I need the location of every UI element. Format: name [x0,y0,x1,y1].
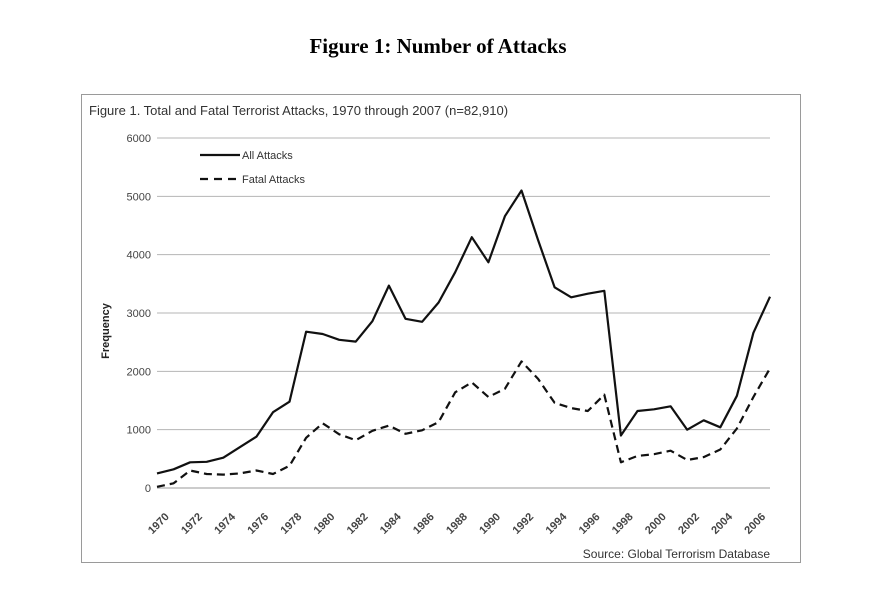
x-tick-label-1994: 1994 [544,510,570,536]
x-tick-label-1976: 1976 [245,511,271,537]
series-lines [156,189,771,488]
series-line-all-attacks [156,189,771,475]
x-tick-label-1980: 1980 [312,511,338,537]
x-tick-label-2004: 2004 [709,510,735,536]
y-axis: 0 1000 2000 3000 4000 5000 6000 [127,133,151,495]
grid-lines [157,137,770,489]
source-label: Source: Global Terrorism Database [583,547,771,561]
x-tick-label-1984: 1984 [378,510,404,536]
legend: All Attacks Fatal Attacks [200,150,305,186]
x-tick-label-2006: 2006 [742,511,768,537]
page-title: Figure 1: Number of Attacks [309,34,567,58]
y-tick-label-1000: 1000 [127,425,151,437]
x-tick-label-1970: 1970 [146,511,172,537]
y-tick-label-5000: 5000 [127,191,151,203]
y-tick-label-3000: 3000 [127,308,151,320]
x-tick-label-2000: 2000 [643,511,669,537]
legend-label-fatal-attacks: Fatal Attacks [242,174,305,186]
y-tick-label-6000: 6000 [127,133,151,145]
y-tick-label-4000: 4000 [127,250,151,262]
x-tick-label-1974: 1974 [212,510,238,536]
y-axis-title: Frequency [100,302,112,359]
y-tick-label-2000: 2000 [127,366,151,378]
y-tick-label-0: 0 [145,483,151,495]
x-axis: 1970 1972 1974 1976 1978 1980 1982 1984 1986 1988… [146,510,768,536]
x-tick-label-1988: 1988 [444,511,470,537]
x-tick-label-1982: 1982 [345,511,371,537]
x-tick-label-1996: 1996 [577,511,603,537]
x-tick-label-1990: 1990 [477,511,503,537]
chart-title: Figure 1. Total and Fatal Terrorist Atta… [89,103,508,118]
x-tick-label-1978: 1978 [279,511,305,537]
x-tick-label-1986: 1986 [411,511,437,537]
legend-label-all-attacks: All Attacks [242,150,293,162]
x-tick-label-2002: 2002 [676,511,702,537]
x-tick-label-1992: 1992 [510,511,536,537]
x-tick-label-1972: 1972 [179,511,205,537]
series-line-fatal-attacks [156,360,771,488]
figure-frame: Figure 1. Total and Fatal Terrorist Atta… [81,94,801,563]
line-chart: Figure 1. Total and Fatal Terrorist Atta… [89,103,771,561]
x-tick-label-1998: 1998 [610,511,636,537]
